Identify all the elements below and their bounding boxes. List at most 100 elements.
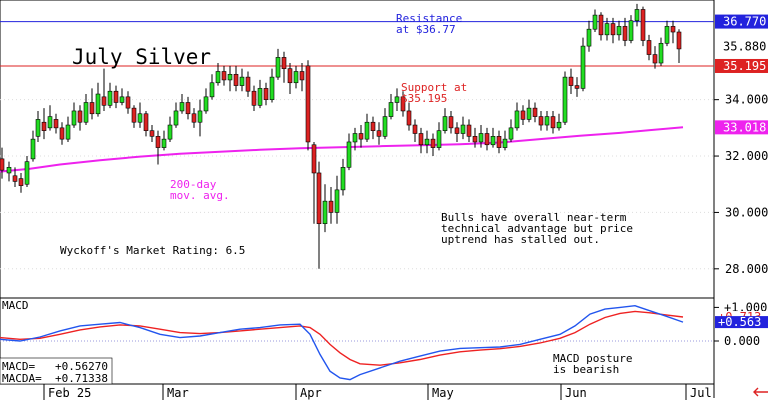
support-annotation: Support at $35.195 <box>401 81 474 105</box>
candle-down <box>358 133 364 140</box>
candle-down <box>311 144 317 174</box>
candle-down <box>646 40 652 55</box>
candle-down <box>640 9 646 41</box>
candle-down <box>12 175 18 182</box>
candle-up <box>394 96 400 103</box>
candle-up <box>83 102 89 123</box>
candle-down <box>496 136 502 148</box>
candle-down <box>287 68 293 84</box>
candle-down <box>113 90 119 103</box>
candle-up <box>269 76 275 100</box>
candle-up <box>239 76 245 86</box>
price-tag-box <box>715 58 768 73</box>
candle-up <box>24 161 30 185</box>
candle-up <box>179 102 185 112</box>
candle-down <box>316 172 322 225</box>
candle-down <box>550 116 556 129</box>
candle-down <box>574 85 580 89</box>
main-grid <box>0 99 714 270</box>
candle-down <box>305 65 311 143</box>
candle-up <box>334 189 340 213</box>
candle-down <box>532 107 538 117</box>
market-rating: Wyckoff's Market Rating: 6.5 <box>60 244 245 257</box>
candle-up <box>227 73 233 81</box>
candle-up <box>562 76 568 123</box>
candle-up <box>35 119 41 137</box>
macd-readout: MACD= +0.56270 <box>2 360 108 373</box>
candle-down <box>41 121 47 131</box>
candle-down <box>233 73 239 86</box>
y-tick-label: 30.000 <box>725 205 768 219</box>
moving-average <box>0 126 684 173</box>
y-tick-label: 34.000 <box>725 93 768 107</box>
macd-note-line-2: is bearish <box>553 363 619 376</box>
candle-up <box>203 96 209 112</box>
candle-down <box>472 136 478 143</box>
candle-up <box>95 93 101 115</box>
candle-up <box>460 124 466 134</box>
candle-down <box>652 54 658 64</box>
candle-down <box>251 90 257 106</box>
candle-up <box>275 57 281 78</box>
y-tick-label: 32.000 <box>725 149 768 163</box>
macd-lines <box>0 304 714 381</box>
commentary-note: Bulls have overall near-term technical a… <box>441 211 640 246</box>
resistance-annotation: Resistance at $36.77 <box>396 12 469 36</box>
candle-up <box>215 71 221 84</box>
candle-up <box>346 141 352 168</box>
candle-up <box>502 138 508 148</box>
candle-down <box>400 96 406 112</box>
candle-up <box>6 167 12 174</box>
x-tick-label: Feb 25 <box>48 386 91 400</box>
commentary-line-1: Bulls have overall near-term <box>441 211 627 224</box>
candle-up <box>616 26 622 36</box>
macd-note-line-1: MACD posture <box>553 352 632 365</box>
support-line-2: $35.195 <box>401 92 447 105</box>
candle-up <box>526 107 532 120</box>
candle-down <box>328 200 334 213</box>
candle-down <box>281 57 287 69</box>
resistance-line-1: Resistance <box>396 12 462 25</box>
x-tick-label: Apr <box>300 386 322 400</box>
candle-up <box>293 71 299 84</box>
candle-down <box>101 96 107 106</box>
candle-down <box>131 107 137 123</box>
candle-up <box>442 116 448 131</box>
candle-down <box>598 14 604 36</box>
candle-down <box>53 119 59 129</box>
candle-up <box>257 88 263 106</box>
candle-up <box>478 133 484 143</box>
candle-down <box>484 133 490 146</box>
candle-down <box>412 124 418 134</box>
chart-title: July Silver <box>72 45 211 69</box>
candle-down <box>89 102 95 115</box>
macd-readout-box <box>0 357 113 385</box>
candle-up <box>634 9 640 22</box>
candle-up <box>173 110 179 126</box>
candle-up <box>604 23 610 36</box>
macd-tag-box <box>715 316 768 329</box>
candle-down <box>520 110 526 120</box>
candle-up <box>424 138 430 146</box>
commentary-line-2: technical advantage but price <box>441 222 633 235</box>
candle-up <box>65 124 71 140</box>
candle-up <box>544 116 550 126</box>
candle-down <box>125 96 131 109</box>
candle-up <box>508 127 514 140</box>
price-tag-box <box>715 39 768 54</box>
candle-down <box>143 113 149 131</box>
price-tag-label: 33.018 <box>723 120 766 134</box>
ma-line-2: mov. avg. <box>170 189 230 202</box>
resistance-line-2: at $36.77 <box>396 23 456 36</box>
x-tick-label: Mar <box>167 386 189 400</box>
candle-up <box>197 110 203 123</box>
candle-down <box>676 31 682 50</box>
macd-tag-label: +0.563 <box>718 315 761 329</box>
candle-down <box>185 102 191 115</box>
x-axis-labels: Feb 25 Mar Apr May Jun Jul <box>43 384 712 400</box>
candle-down <box>221 71 227 81</box>
candle-up <box>167 124 173 140</box>
